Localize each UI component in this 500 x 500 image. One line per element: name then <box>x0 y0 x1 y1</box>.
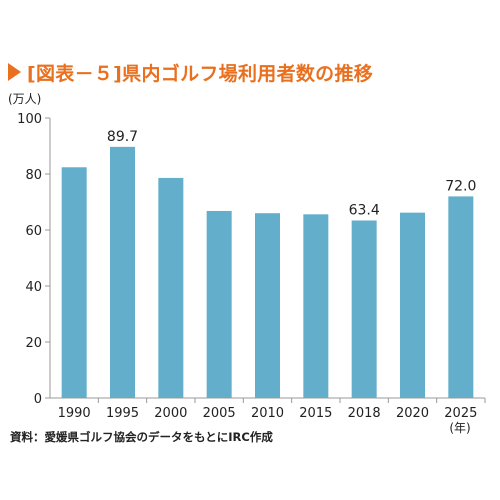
bar-2005 <box>206 210 232 398</box>
source-note: 資料：愛媛県ゴルフ協会のデータをもとにIRC作成 <box>10 430 273 444</box>
y-tick-label: 80 <box>25 168 42 183</box>
bars <box>61 146 474 398</box>
y-tick-label: 20 <box>25 336 42 351</box>
bar-2020 <box>400 212 425 398</box>
title-triangle-icon <box>8 63 21 81</box>
x-tick-label: 1995 <box>106 406 139 421</box>
chart-title: [図表－５]県内ゴルフ場利用者数の推移 <box>27 62 374 85</box>
x-tick-label: 2020 <box>396 406 429 421</box>
bar-2010 <box>255 213 280 398</box>
data-labels: 89.7 63.4 72.0 <box>107 129 477 219</box>
y-tick-label: 0 <box>34 392 42 407</box>
data-label-2018: 63.4 <box>349 202 380 218</box>
x-axis-ticks: 1990 1995 2000 2005 2010 2015 2018 2020 2025 <box>58 398 486 421</box>
x-axis-unit-label: (年) <box>449 421 470 435</box>
x-tick-label: 2005 <box>203 406 236 421</box>
bar-2025 <box>448 196 474 398</box>
x-tick-label: 2025 <box>444 406 477 421</box>
y-tick-label: 100 <box>17 112 42 127</box>
bar-2015 <box>303 214 329 398</box>
chart-title-row: [図表－５]県内ゴルフ場利用者数の推移 <box>8 58 373 86</box>
bar-2018 <box>351 220 377 398</box>
y-axis-unit-label: (万人) <box>8 92 41 106</box>
y-tick-label: 60 <box>25 224 42 239</box>
x-tick-label: 2015 <box>299 406 332 421</box>
bar-2000 <box>158 177 184 398</box>
x-tick-label: 1990 <box>58 406 91 421</box>
y-axis-ticks: 0 20 40 60 80 100 <box>17 112 50 407</box>
x-tick-label: 2018 <box>348 406 381 421</box>
data-label-1995: 89.7 <box>107 129 138 145</box>
x-tick-label: 2000 <box>154 406 187 421</box>
x-tick-label: 2010 <box>251 406 284 421</box>
y-tick-label: 40 <box>25 280 42 295</box>
data-label-2025: 72.0 <box>445 178 476 194</box>
bar-1990 <box>61 167 87 398</box>
bar-1995 <box>110 146 135 398</box>
